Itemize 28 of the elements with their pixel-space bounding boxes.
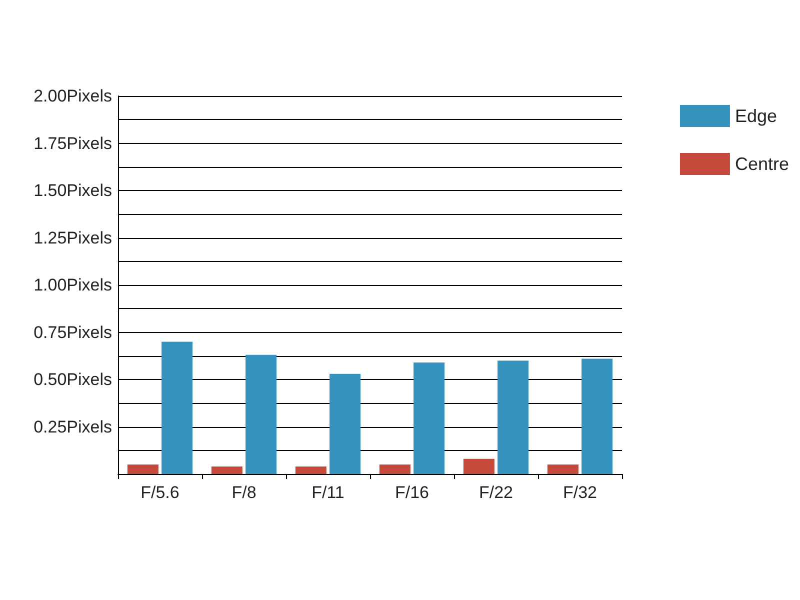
y-tick-label: 0.25Pixels bbox=[34, 417, 112, 436]
bar bbox=[414, 362, 445, 474]
y-tick-label: 1.75Pixels bbox=[34, 134, 112, 153]
y-tick-label: 1.25Pixels bbox=[34, 228, 112, 248]
y-tick-label: 1.50Pixels bbox=[34, 181, 112, 200]
y-tick-label: 0.50Pixels bbox=[34, 370, 112, 389]
y-tick-label: 2.00Pixels bbox=[34, 86, 112, 106]
bar bbox=[295, 466, 326, 474]
x-tick-label: F/22 bbox=[478, 483, 514, 502]
bar bbox=[498, 360, 529, 474]
x-tick-label: F/11 bbox=[312, 483, 344, 502]
x-tick-label: F/5.6 bbox=[140, 483, 180, 502]
bar bbox=[162, 342, 193, 474]
y-tick-label: 1.00Pixels bbox=[34, 276, 112, 294]
bar bbox=[211, 466, 242, 474]
bar bbox=[127, 464, 158, 474]
bar bbox=[379, 464, 410, 474]
bar bbox=[547, 464, 578, 474]
legend-label: Centre bbox=[734, 154, 790, 174]
legend-label: Edge bbox=[734, 106, 778, 126]
bar bbox=[246, 354, 277, 474]
y-tick-label: 0.75Pixels bbox=[34, 322, 112, 342]
x-tick-label: F/16 bbox=[394, 483, 430, 502]
bar bbox=[582, 358, 613, 474]
bar bbox=[463, 458, 494, 474]
x-tick-label: F/8 bbox=[232, 483, 256, 502]
x-tick-label: F/32 bbox=[562, 483, 598, 502]
bar bbox=[330, 374, 361, 474]
